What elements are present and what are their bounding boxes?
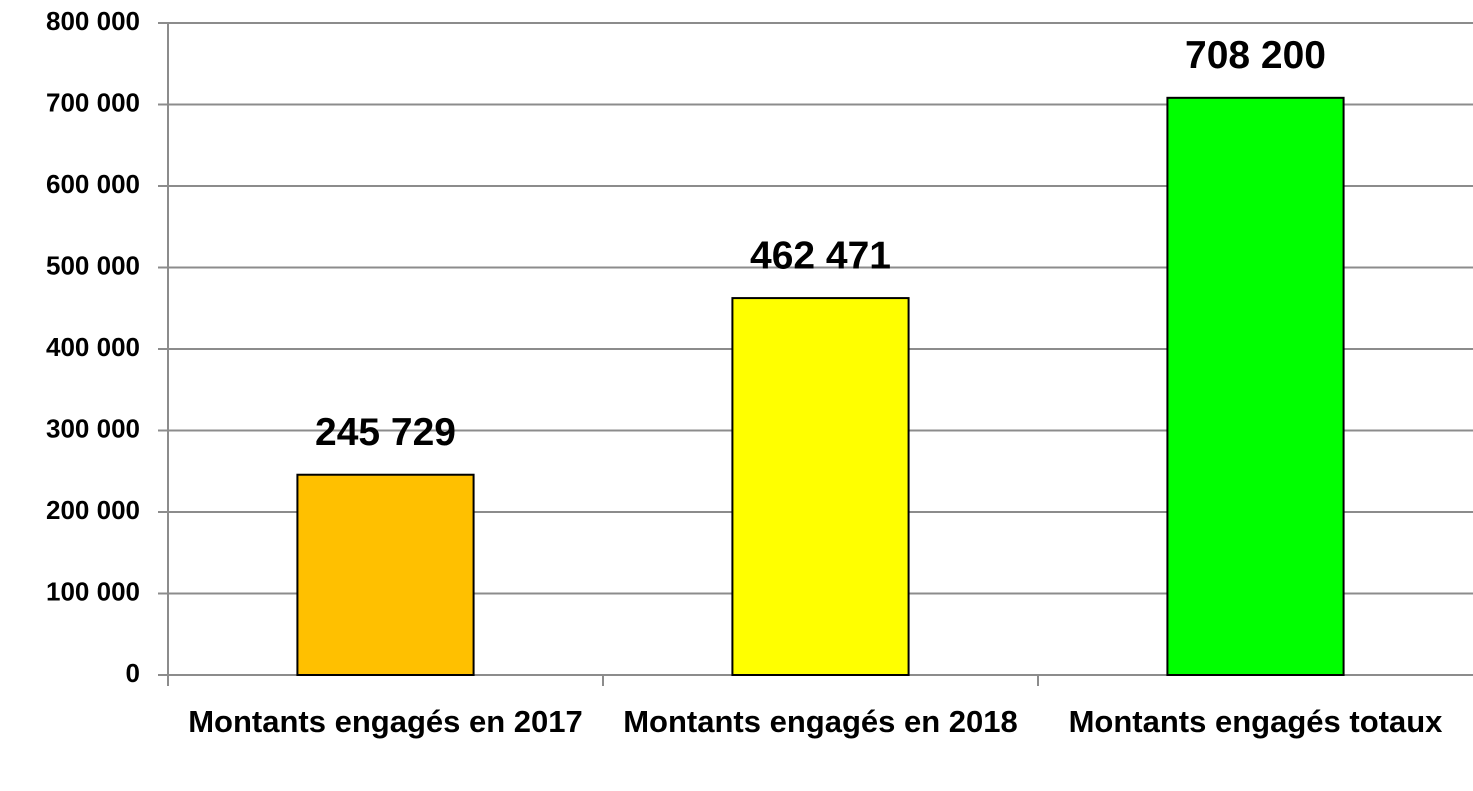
bar [1166,96,1345,676]
x-tick-label: Montants engagés totaux [1068,704,1443,739]
y-tick-label: 600 000 [46,169,140,199]
y-tick-label: 700 000 [46,87,140,117]
data-label: 462 471 [750,234,891,277]
x-tick-label: Montants engagés en 2017 [188,704,583,739]
y-tick-label: 200 000 [46,495,140,525]
y-tick-label: 800 000 [46,6,140,36]
bar [731,297,910,676]
data-label: 245 729 [315,411,456,454]
data-label: 708 200 [1185,34,1326,77]
y-tick-label: 300 000 [46,413,140,443]
x-tick-label: Montants engagés en 2018 [623,704,1018,739]
y-tick-label: 0 [126,658,140,688]
bar [296,473,475,676]
y-tick-label: 500 000 [46,250,140,280]
y-tick-label: 400 000 [46,332,140,362]
y-tick-label: 100 000 [46,576,140,606]
